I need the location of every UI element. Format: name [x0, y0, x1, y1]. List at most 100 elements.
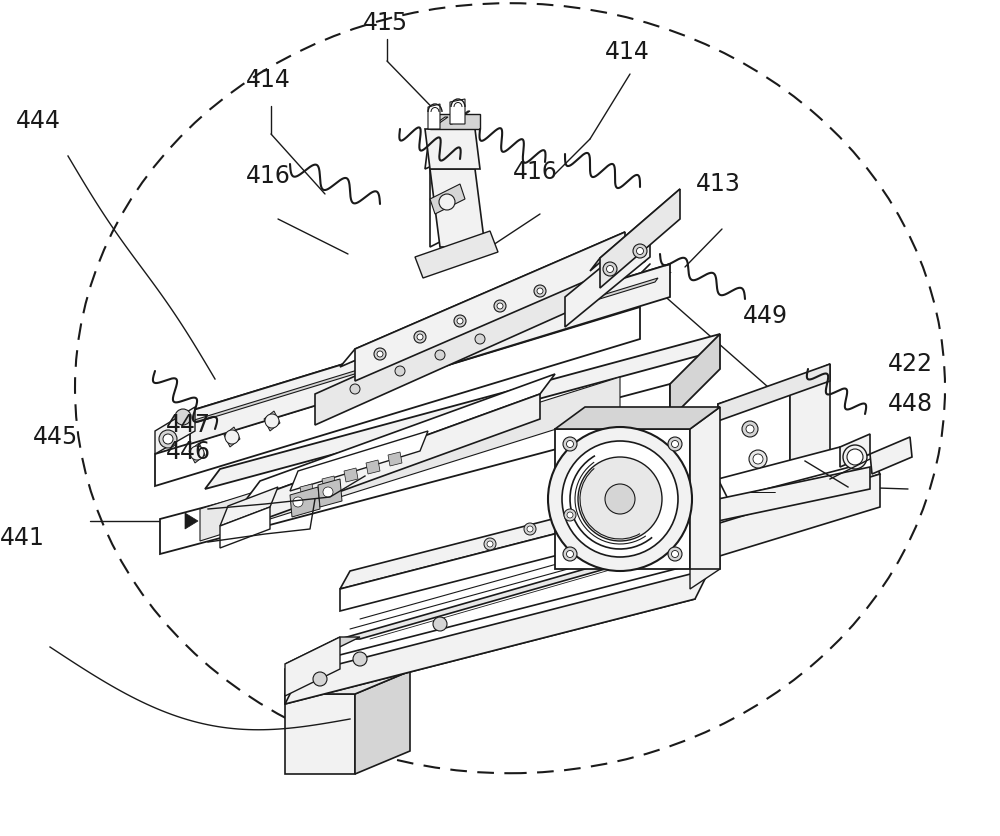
- Circle shape: [534, 286, 546, 298]
- Circle shape: [475, 334, 485, 344]
- Circle shape: [159, 431, 177, 448]
- Polygon shape: [315, 272, 590, 426]
- Polygon shape: [450, 99, 465, 125]
- Circle shape: [454, 316, 466, 328]
- Circle shape: [487, 542, 493, 548]
- Polygon shape: [870, 437, 912, 475]
- Polygon shape: [190, 265, 670, 445]
- Polygon shape: [565, 227, 650, 328]
- Text: 441: 441: [0, 526, 44, 549]
- Polygon shape: [285, 637, 360, 665]
- Circle shape: [566, 441, 574, 448]
- Circle shape: [668, 548, 682, 561]
- Polygon shape: [322, 477, 336, 491]
- Polygon shape: [700, 455, 880, 529]
- Polygon shape: [189, 443, 205, 463]
- Circle shape: [293, 497, 303, 507]
- Text: 414: 414: [605, 40, 649, 64]
- Polygon shape: [388, 452, 402, 466]
- Polygon shape: [340, 539, 710, 640]
- Circle shape: [746, 426, 754, 434]
- Circle shape: [672, 551, 678, 558]
- Circle shape: [225, 431, 239, 445]
- Polygon shape: [428, 104, 440, 130]
- Polygon shape: [428, 118, 448, 130]
- Circle shape: [742, 421, 758, 437]
- Polygon shape: [355, 232, 625, 381]
- Polygon shape: [430, 115, 480, 130]
- Circle shape: [190, 446, 204, 461]
- Polygon shape: [600, 190, 680, 288]
- Polygon shape: [290, 431, 428, 492]
- Polygon shape: [555, 407, 720, 430]
- Polygon shape: [285, 637, 340, 696]
- Circle shape: [637, 248, 644, 255]
- Circle shape: [313, 672, 327, 686]
- Circle shape: [524, 523, 536, 535]
- Circle shape: [847, 450, 863, 466]
- Polygon shape: [430, 170, 485, 247]
- Text: 448: 448: [887, 392, 933, 415]
- Polygon shape: [640, 497, 675, 512]
- Circle shape: [566, 551, 574, 558]
- Polygon shape: [318, 479, 342, 507]
- Polygon shape: [690, 519, 720, 589]
- Polygon shape: [555, 430, 690, 569]
- Circle shape: [563, 548, 577, 561]
- Polygon shape: [640, 497, 675, 544]
- Polygon shape: [340, 232, 625, 368]
- Text: 445: 445: [32, 425, 78, 448]
- Polygon shape: [840, 435, 870, 467]
- Polygon shape: [718, 381, 790, 502]
- Circle shape: [433, 617, 447, 631]
- Polygon shape: [425, 130, 475, 170]
- Text: 415: 415: [362, 12, 408, 35]
- Circle shape: [435, 350, 445, 360]
- Circle shape: [562, 441, 678, 558]
- Circle shape: [606, 266, 614, 273]
- Polygon shape: [205, 334, 720, 489]
- Circle shape: [163, 435, 173, 445]
- Polygon shape: [590, 190, 680, 272]
- Circle shape: [439, 195, 455, 211]
- Polygon shape: [285, 564, 695, 704]
- Polygon shape: [175, 278, 658, 430]
- Polygon shape: [366, 461, 380, 475]
- Polygon shape: [415, 232, 498, 278]
- Polygon shape: [344, 468, 358, 482]
- Polygon shape: [220, 487, 278, 527]
- Circle shape: [633, 245, 647, 258]
- Polygon shape: [425, 130, 480, 170]
- Polygon shape: [690, 519, 720, 564]
- Circle shape: [564, 509, 576, 522]
- Circle shape: [457, 319, 463, 324]
- Circle shape: [350, 385, 360, 395]
- Polygon shape: [245, 395, 540, 527]
- Circle shape: [395, 366, 405, 376]
- Text: 413: 413: [696, 172, 740, 196]
- Polygon shape: [185, 513, 198, 529]
- Circle shape: [353, 652, 367, 666]
- Circle shape: [563, 437, 577, 451]
- Text: 416: 416: [246, 164, 290, 187]
- Polygon shape: [285, 694, 355, 774]
- Polygon shape: [700, 475, 880, 563]
- Text: 446: 446: [166, 440, 211, 463]
- Polygon shape: [670, 334, 720, 420]
- Polygon shape: [175, 265, 670, 430]
- Circle shape: [265, 415, 279, 429]
- Circle shape: [527, 527, 533, 533]
- Circle shape: [749, 451, 767, 468]
- Circle shape: [497, 303, 503, 309]
- Circle shape: [175, 410, 191, 426]
- Polygon shape: [355, 671, 410, 774]
- Polygon shape: [690, 407, 720, 569]
- Polygon shape: [450, 112, 470, 125]
- Polygon shape: [285, 569, 710, 704]
- Text: 422: 422: [888, 352, 932, 375]
- Circle shape: [494, 301, 506, 313]
- Text: 447: 447: [166, 413, 211, 436]
- Text: 416: 416: [513, 160, 557, 183]
- Circle shape: [843, 446, 867, 470]
- Circle shape: [668, 437, 682, 451]
